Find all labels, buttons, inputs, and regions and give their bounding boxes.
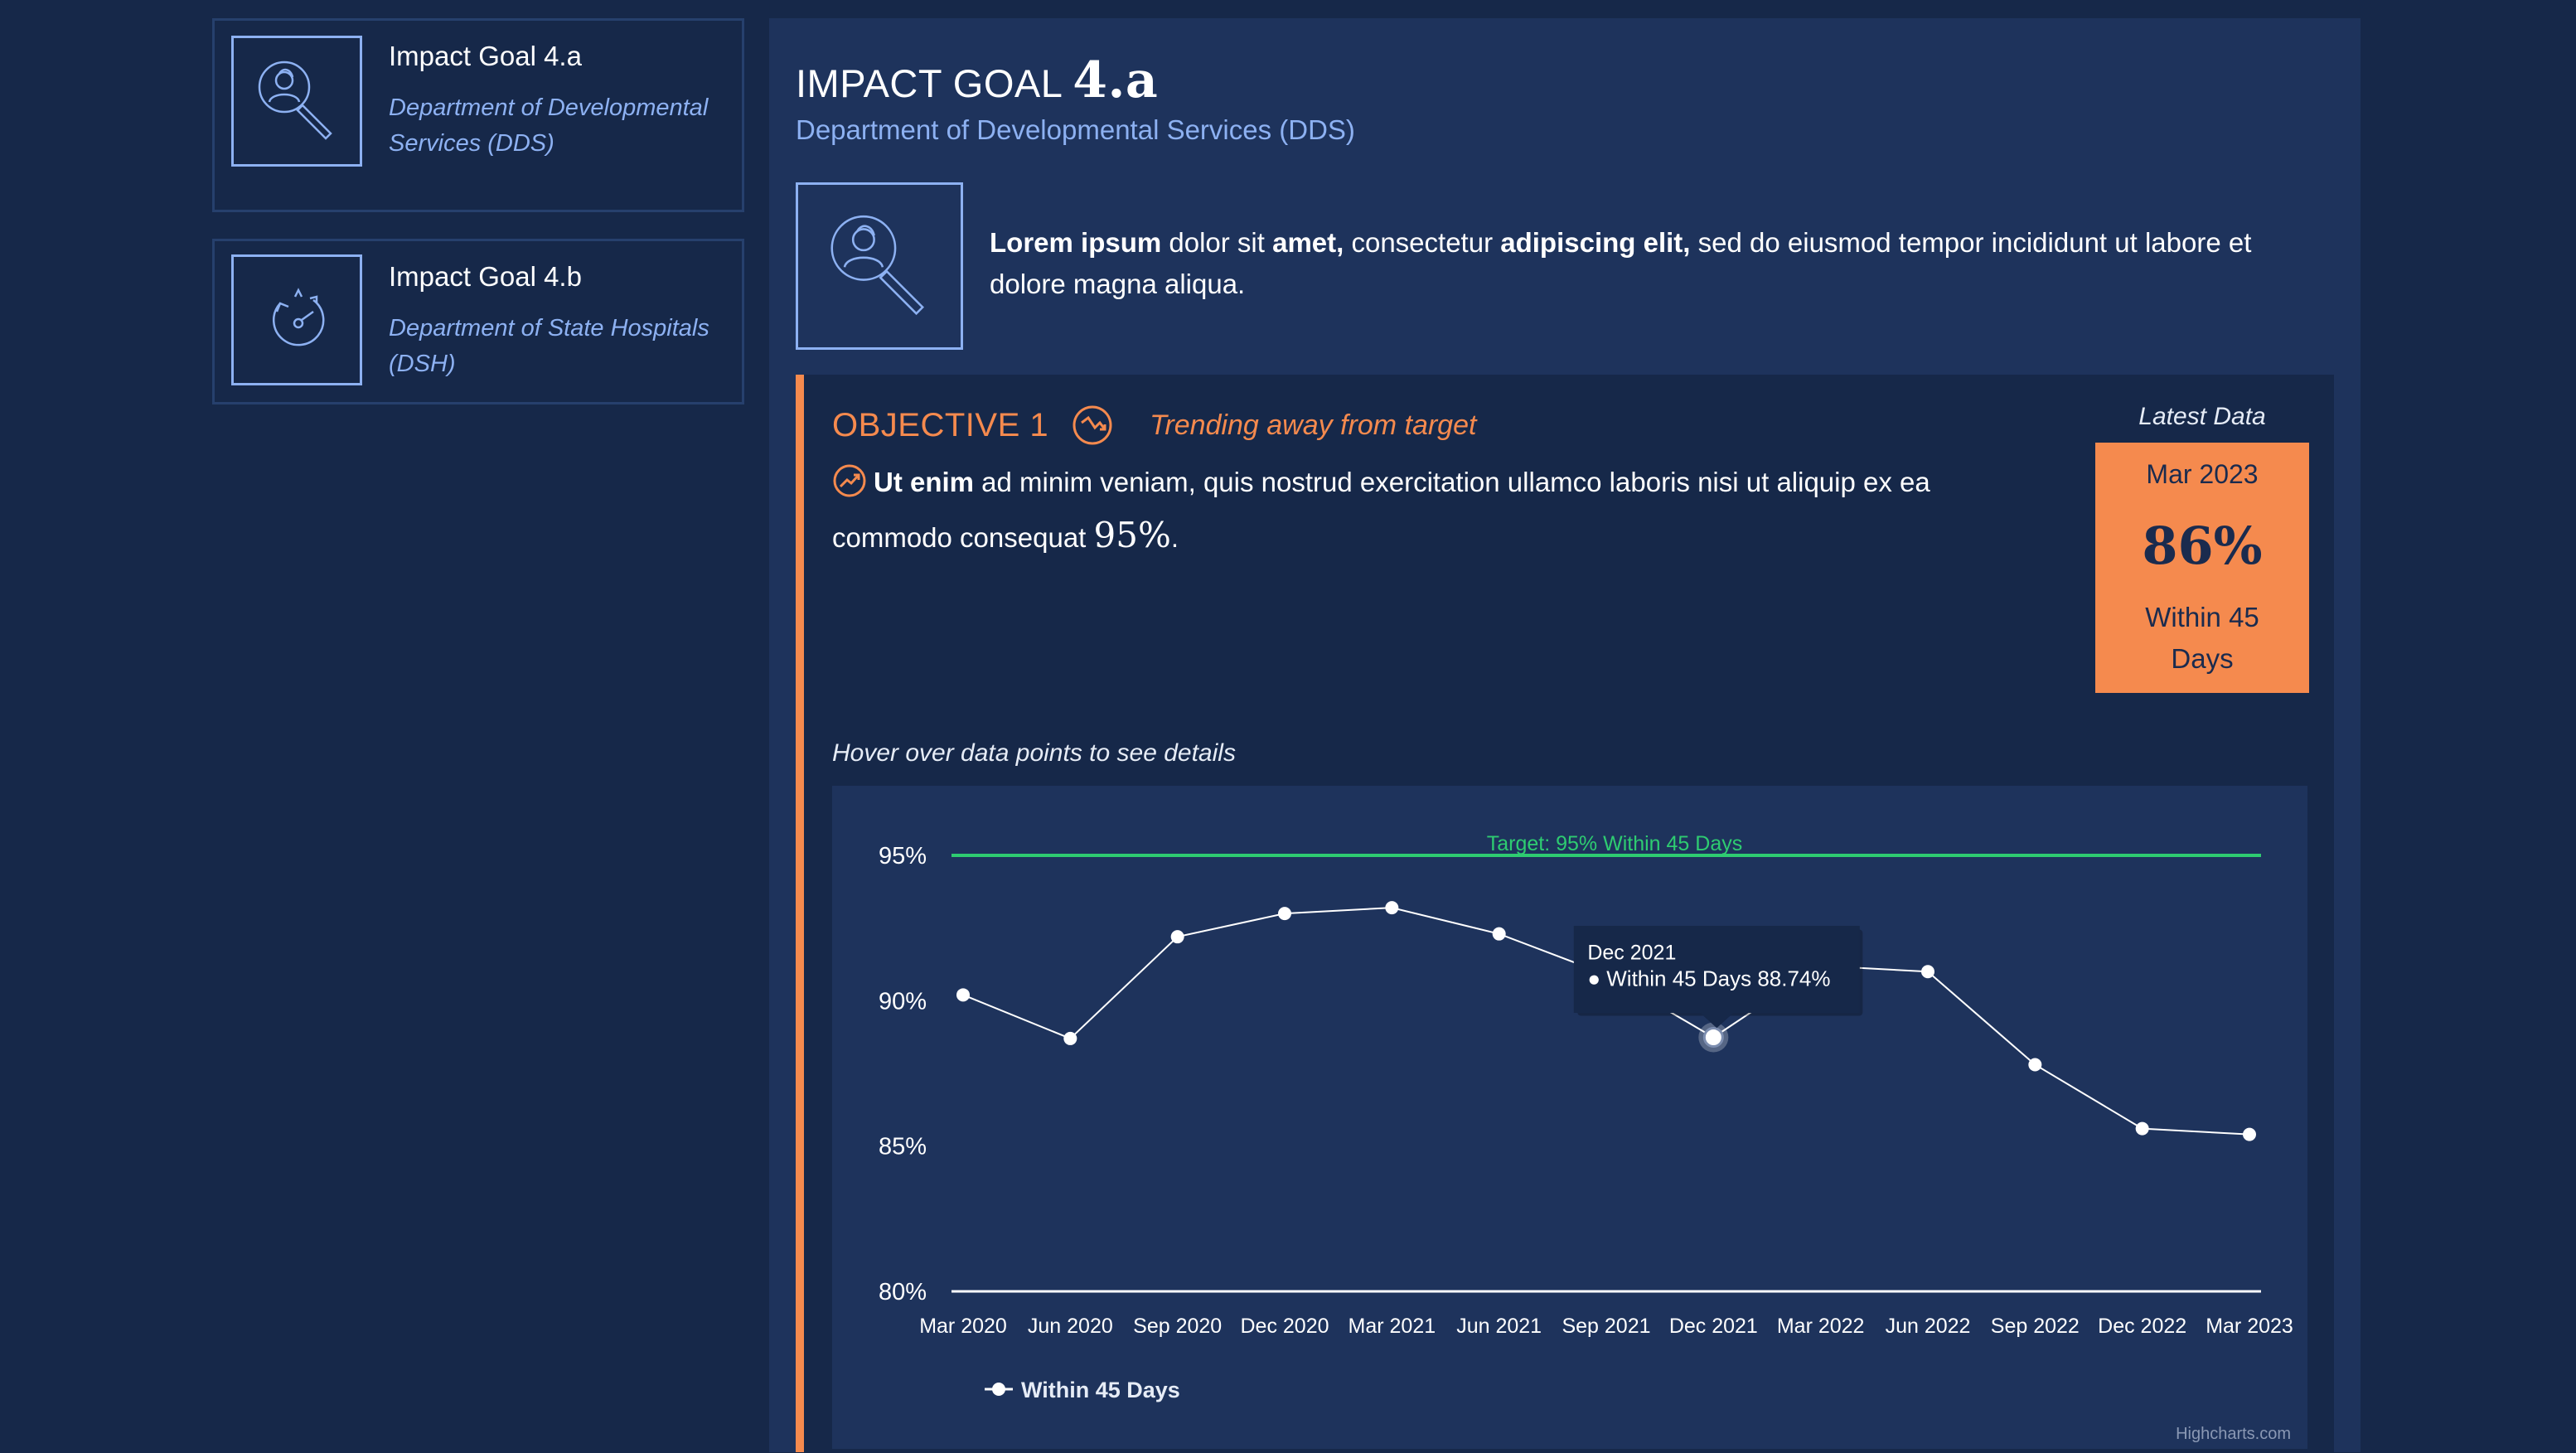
line-chart-svg[interactable]: 95% 90% 85% 80% Target: 95% Within 45 Days Ma… — [832, 786, 2307, 1449]
data-point[interactable] — [2243, 1127, 2256, 1141]
latest-data-value: 86% — [2142, 516, 2263, 576]
x-tick-label: Sep 2021 — [1562, 1315, 1650, 1338]
intro-bold: adipiscing elit, — [1500, 227, 1691, 258]
hover-hint: Hover over data points to see details — [832, 739, 1236, 767]
goal-title: Impact Goal 4.b — [389, 261, 582, 292]
goal-title: Impact Goal 4.a — [389, 41, 582, 71]
goal-department: Department of Developmental Services (DD… — [389, 94, 709, 157]
goal-department: Department of State Hospitals (DSH) — [389, 315, 709, 377]
trend-up-icon — [833, 464, 866, 497]
target-label: Target: 95% Within 45 Days — [1487, 832, 1742, 855]
x-tick-label: Dec 2021 — [1669, 1315, 1758, 1338]
intro-bold: amet, — [1272, 227, 1344, 258]
trend-down-icon — [1073, 405, 1112, 445]
highcharts-credits[interactable]: Highcharts.com — [2176, 1425, 2291, 1443]
x-tick-label: Dec 2020 — [1240, 1315, 1329, 1338]
y-tick-label: 90% — [879, 988, 927, 1015]
trend-status: Trending away from target — [1150, 409, 1477, 441]
objective-desc-value: 95% — [1093, 515, 1171, 555]
goal-card-4a[interactable]: Impact Goal 4.a Department of Developmen… — [212, 18, 744, 212]
y-tick-label: 80% — [879, 1279, 927, 1305]
legend-point-symbol — [992, 1383, 1005, 1396]
data-point[interactable] — [1492, 927, 1506, 941]
page-title-number: 4.a — [1073, 51, 1159, 109]
data-point[interactable] — [2135, 1121, 2149, 1136]
page-title: IMPACT GOAL 4.a — [796, 51, 1158, 109]
latest-data-box: Mar 2023 86% Within 45 Days — [2095, 443, 2309, 693]
x-tick-label: Dec 2022 — [2098, 1315, 2186, 1338]
objective-description: Ut enim ad minim veniam, quis nostrud ex… — [832, 456, 1993, 564]
intro-text: Lorem ipsum dolor sit amet, consectetur … — [990, 222, 2332, 305]
y-tick-label: 85% — [879, 1134, 927, 1160]
objective-desc-text: ad minim veniam, quis nostrud exercitati… — [832, 467, 1930, 553]
x-tick-label: Jun 2022 — [1886, 1315, 1971, 1338]
sidebar: Impact Goal 4.a Department of Developmen… — [212, 18, 744, 431]
objective-desc-end: . — [1170, 522, 1179, 553]
data-point[interactable] — [1702, 1027, 1724, 1049]
data-point[interactable] — [2028, 1058, 2042, 1072]
data-point[interactable] — [1921, 965, 1934, 979]
objective-header: OBJECTIVE 1 Trending away from target — [832, 404, 1476, 446]
cycle-arrows-icon — [231, 254, 362, 385]
person-search-icon — [796, 182, 963, 350]
goal-card-4b[interactable]: Impact Goal 4.b Department of State Hosp… — [212, 239, 744, 404]
x-tick-label: Sep 2020 — [1133, 1315, 1222, 1338]
data-point[interactable] — [956, 988, 970, 1002]
tooltip-value: ● Within 45 Days 88.74% — [1587, 966, 1830, 991]
objective-section: OBJECTIVE 1 Trending away from target Ut… — [796, 375, 2334, 1452]
tooltip-box — [1573, 926, 1860, 1029]
intro-text-part: dolor sit — [1161, 227, 1273, 258]
data-point[interactable] — [1278, 907, 1291, 921]
line-chart[interactable]: 95% 90% 85% 80% Target: 95% Within 45 Days Ma… — [832, 786, 2307, 1449]
x-tick-label: Sep 2022 — [1991, 1315, 2080, 1338]
data-point[interactable] — [1385, 901, 1399, 915]
x-tick-label: Mar 2021 — [1349, 1315, 1436, 1338]
objective-title: OBJECTIVE 1 — [832, 406, 1049, 443]
page-title-prefix: IMPACT GOAL — [796, 61, 1062, 105]
legend-item-within-45-days[interactable]: Within 45 Days — [1021, 1378, 1180, 1402]
intro-bold: Lorem ipsum — [990, 227, 1162, 258]
x-tick-label: Jun 2021 — [1456, 1315, 1542, 1338]
latest-data-label: Latest Data — [2138, 403, 2266, 430]
intro-text-part: consectetur — [1344, 227, 1501, 258]
latest-data-date: Mar 2023 — [2146, 459, 2259, 489]
data-point[interactable] — [1063, 1031, 1077, 1045]
y-tick-label: 95% — [879, 843, 927, 869]
person-search-icon — [231, 36, 362, 167]
objective-desc-bold: Ut enim — [874, 467, 975, 497]
tooltip-title: Dec 2021 — [1587, 942, 1676, 965]
main-panel: IMPACT GOAL 4.a Department of Developmen… — [769, 18, 2361, 1452]
latest-data-unit: Within 45 Days — [2145, 602, 2259, 674]
x-tick-label: Mar 2022 — [1777, 1315, 1865, 1338]
x-tick-label: Jun 2020 — [1028, 1315, 1113, 1338]
intro-text-part: sed do eiusmod tempor incididunt ut labo… — [990, 227, 2252, 299]
page-subtitle: Department of Developmental Services (DD… — [796, 114, 1355, 145]
x-tick-label: Mar 2023 — [2206, 1315, 2293, 1338]
x-tick-label: Mar 2020 — [919, 1315, 1007, 1338]
data-point[interactable] — [1170, 930, 1184, 944]
